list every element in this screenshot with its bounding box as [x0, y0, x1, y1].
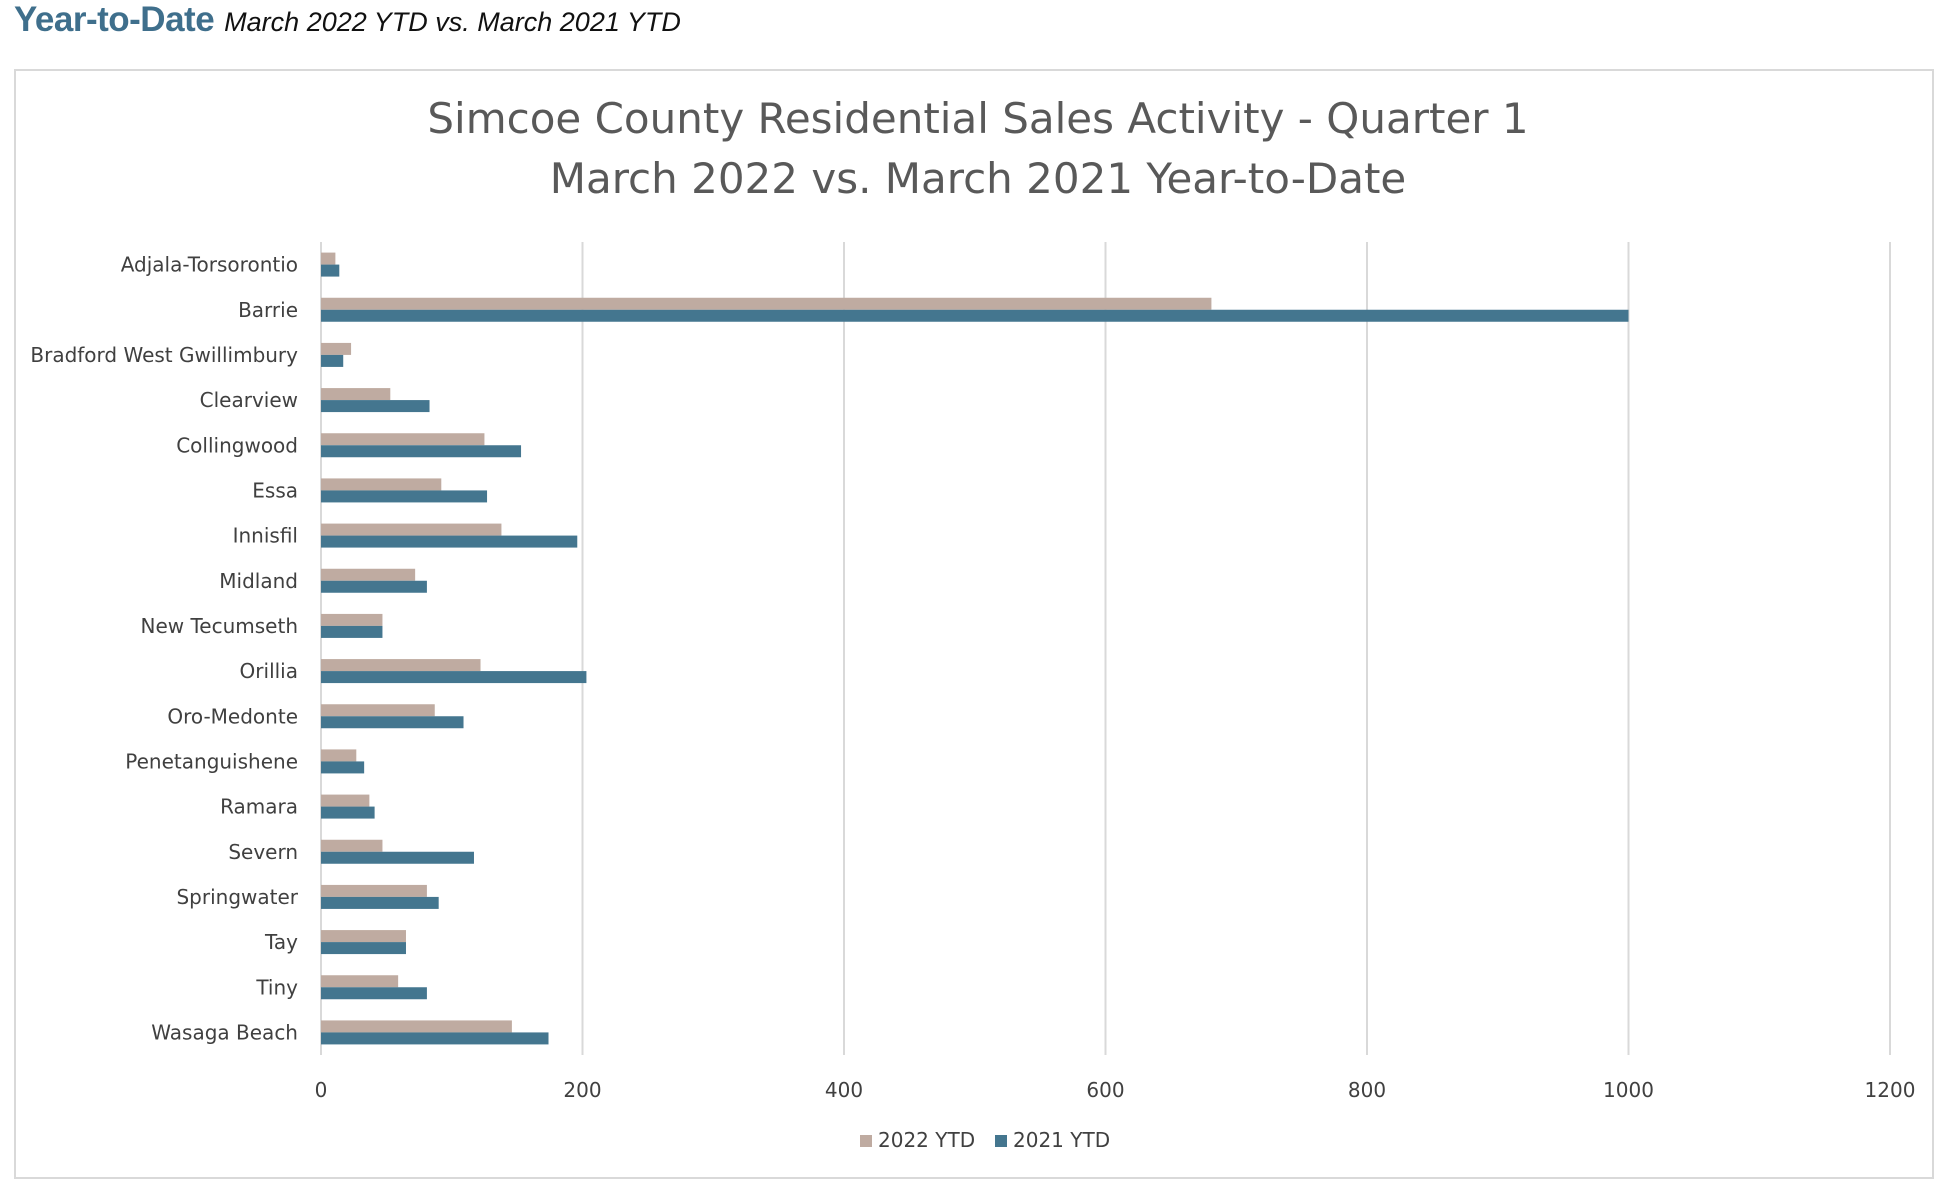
- category-label: Innisfil: [233, 524, 298, 548]
- category-label: Barrie: [238, 298, 298, 322]
- bar-2021-ytd-clearview: [321, 400, 430, 413]
- category-label: Adjala-Torsorontio: [121, 253, 298, 277]
- chart-title: Simcoe County Residential Sales Activity…: [427, 94, 1528, 203]
- bar-2021-ytd-orillia: [321, 671, 587, 684]
- bar-2021-ytd-wasaga-beach: [321, 1032, 549, 1045]
- category-label: Essa: [252, 478, 298, 502]
- category-label: Penetanguishene: [125, 749, 298, 773]
- category-label: Oro-Medonte: [167, 704, 298, 728]
- category-label: Ramara: [220, 795, 298, 819]
- bar-2021-ytd-adjala-torsorontio: [321, 264, 340, 277]
- bars: [321, 252, 1629, 1045]
- bar-2022-ytd-bradford-west-gwillimbury: [321, 342, 352, 355]
- category-label: Springwater: [176, 885, 298, 909]
- category-label: Orillia: [240, 659, 298, 683]
- x-tick-label: 400: [825, 1078, 863, 1102]
- bar-2021-ytd-severn: [321, 851, 474, 864]
- bar-2021-ytd-tiny: [321, 987, 427, 1000]
- bar-2022-ytd-new-tecumseth: [321, 613, 383, 626]
- x-tick-label: 200: [563, 1078, 601, 1102]
- bar-2022-ytd-tay: [321, 930, 406, 943]
- bar-2022-ytd-orillia: [321, 659, 481, 672]
- category-label: Severn: [228, 840, 298, 864]
- bar-2021-ytd-bradford-west-gwillimbury: [321, 354, 344, 367]
- bar-2021-ytd-tay: [321, 942, 406, 955]
- bar-2021-ytd-oro-medonte: [321, 716, 464, 729]
- category-label: Wasaga Beach: [151, 1020, 298, 1044]
- bar-2021-ytd-essa: [321, 490, 488, 503]
- legend-label: 2022 YTD: [878, 1128, 975, 1152]
- bar-2022-ytd-midland: [321, 568, 416, 581]
- bar-2021-ytd-ramara: [321, 806, 375, 819]
- bar-2021-ytd-new-tecumseth: [321, 625, 383, 638]
- legend-swatch: [860, 1135, 872, 1147]
- page-header: Year-to-Date March 2022 YTD vs. March 20…: [14, 0, 681, 50]
- bar-2021-ytd-barrie: [321, 309, 1629, 322]
- category-label: New Tecumseth: [141, 614, 299, 638]
- page-title: Year-to-Date: [14, 0, 215, 39]
- x-tick-label: 0: [315, 1078, 328, 1102]
- legend-label: 2021 YTD: [1013, 1128, 1110, 1152]
- bar-2021-ytd-collingwood: [321, 445, 522, 458]
- bar-2022-ytd-barrie: [321, 297, 1212, 310]
- bar-2022-ytd-oro-medonte: [321, 704, 435, 717]
- page-subtitle: March 2022 YTD vs. March 2021 YTD: [224, 7, 681, 37]
- x-tick-label: 1200: [1865, 1078, 1916, 1102]
- bar-2022-ytd-clearview: [321, 388, 391, 401]
- bar-2022-ytd-severn: [321, 839, 383, 852]
- x-tick-label: 800: [1348, 1078, 1386, 1102]
- chart-title-line-2: March 2022 vs. March 2021 Year-to-Date: [550, 154, 1407, 203]
- bar-2022-ytd-springwater: [321, 884, 427, 897]
- x-axis-tick-labels: 0 200 400 600 800 1000 1200: [315, 1078, 1916, 1102]
- bar-2022-ytd-innisfil: [321, 523, 502, 536]
- bar-2022-ytd-wasaga-beach: [321, 1020, 512, 1033]
- bar-2022-ytd-penetanguishene: [321, 749, 357, 762]
- bar-2021-ytd-midland: [321, 580, 427, 593]
- category-label: Clearview: [200, 388, 298, 412]
- category-label: Tay: [264, 930, 298, 954]
- gridlines: [320, 242, 1891, 1055]
- bar-2021-ytd-penetanguishene: [321, 761, 365, 774]
- bar-2022-ytd-ramara: [321, 794, 370, 807]
- x-tick-label: 1000: [1603, 1078, 1654, 1102]
- bar-2022-ytd-adjala-torsorontio: [321, 252, 336, 265]
- bar-2022-ytd-tiny: [321, 975, 399, 988]
- category-label: Bradford West Gwillimbury: [30, 343, 298, 367]
- category-label: Collingwood: [176, 433, 298, 457]
- bar-2022-ytd-collingwood: [321, 433, 485, 446]
- legend: 2022 YTD 2021 YTD: [860, 1128, 1110, 1152]
- legend-swatch: [995, 1135, 1007, 1147]
- bar-2021-ytd-innisfil: [321, 535, 578, 548]
- category-labels: Adjala-Torsorontio Barrie Bradford West Gw…: [30, 253, 298, 1045]
- bar-2022-ytd-essa: [321, 478, 442, 491]
- chart-title-line-1: Simcoe County Residential Sales Activity…: [427, 94, 1528, 143]
- bar-2021-ytd-springwater: [321, 896, 439, 909]
- category-label: Midland: [219, 569, 298, 593]
- category-label: Tiny: [255, 975, 298, 999]
- x-tick-label: 600: [1086, 1078, 1124, 1102]
